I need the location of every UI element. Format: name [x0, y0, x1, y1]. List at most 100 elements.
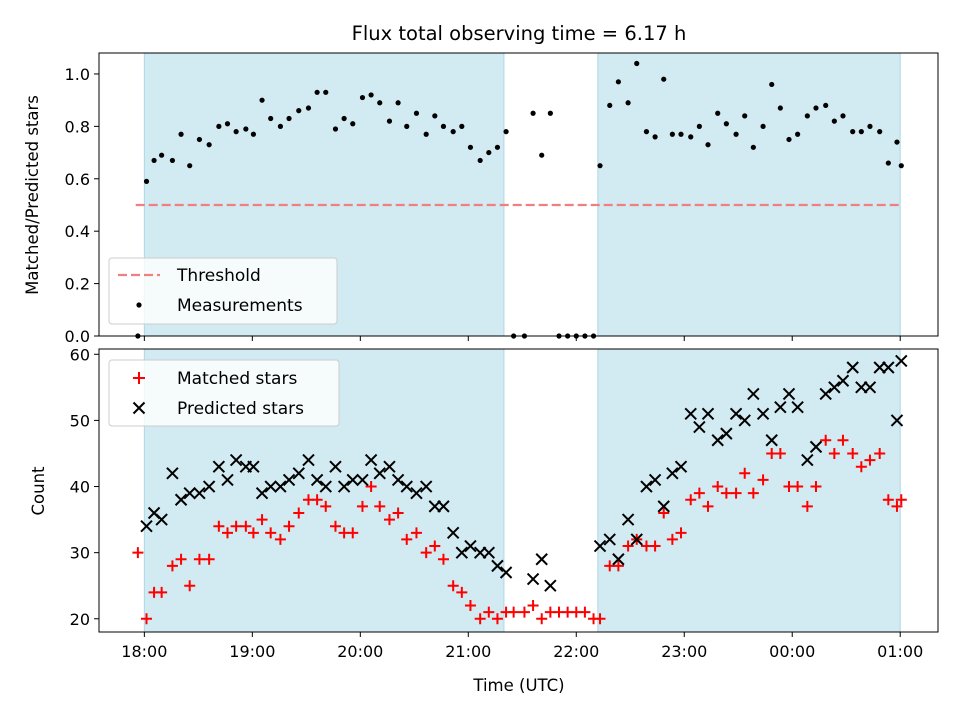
predicted-star-point [319, 480, 332, 493]
measurement-point [413, 110, 420, 116]
bottom-y-tick-label: 20 [70, 610, 90, 629]
predicted-star-point [603, 533, 616, 546]
matched-stars-points [132, 434, 907, 625]
measurement-point [233, 129, 239, 135]
predicted-star-point [174, 493, 188, 506]
matched-star-point [203, 553, 215, 565]
measurement-point [885, 160, 891, 166]
matched-star-point [820, 434, 832, 446]
measurement-point [678, 131, 684, 137]
measurement-point [206, 142, 212, 148]
predicted-star-point [666, 467, 679, 480]
shaded-interval-2 [597, 348, 901, 633]
predicted-star-point [229, 453, 243, 467]
matched-star-point [347, 527, 359, 539]
matched-star-point [274, 533, 286, 545]
measurement-point [539, 152, 545, 158]
measurement-point [332, 126, 339, 132]
matched-star-point [374, 500, 386, 512]
matched-star-point [213, 520, 225, 532]
predicted-star-point [765, 434, 778, 447]
predicted-star-point [202, 480, 216, 493]
measurement-point [277, 123, 284, 129]
matched-star-point [774, 447, 786, 459]
matched-star-point [810, 481, 822, 493]
matched-star-point [720, 487, 732, 499]
matched-star-point [429, 540, 441, 552]
bottom-legend-box [108, 359, 340, 427]
measurement-point [547, 110, 553, 116]
predicted-star-point [526, 572, 540, 586]
top-axes-frame [98, 52, 939, 337]
predicted-star-point [310, 473, 324, 487]
predicted-star-point [212, 460, 226, 473]
chart-title: Flux total observing time = 6.17 h [352, 22, 687, 45]
predicted-star-point [729, 407, 743, 421]
predicted-star-point [193, 486, 206, 500]
matched-star-point [675, 527, 687, 539]
legend-threshold-label: Threshold [176, 266, 261, 286]
measurement-point [750, 144, 756, 150]
matched-star-point [193, 553, 205, 565]
measurement-point [423, 131, 429, 137]
predicted-star-point [337, 480, 351, 493]
matched-star-point [702, 500, 714, 512]
predicted-star-point [373, 467, 386, 480]
matched-star-point [483, 606, 495, 618]
predicted-star-point [155, 513, 168, 526]
measurement-point [669, 131, 675, 137]
matched-star-point [536, 613, 548, 625]
matched-star-point [891, 500, 903, 512]
measurement-point [178, 131, 184, 137]
measurement-point [477, 157, 483, 164]
measurement-point [216, 123, 222, 129]
matched-star-point [828, 447, 840, 459]
matched-star-point [837, 434, 849, 446]
matched-star-point [456, 586, 468, 598]
measurement-point [350, 121, 356, 127]
predicted-star-point [828, 381, 841, 394]
legend-predicted-label: Predicted stars [177, 399, 304, 419]
measurement-point [795, 131, 801, 137]
measurement-point [259, 97, 265, 103]
legend-predicted-swatch [132, 401, 146, 415]
matched-star-point [230, 520, 242, 532]
predicted-star-point [756, 407, 770, 421]
matched-star-point [256, 514, 268, 526]
measurement-point [877, 129, 883, 135]
top-panel: 0.0 0.2 0.4 0.6 0.8 1.0 Matched/Predicted sta… [23, 52, 939, 346]
measurement-point [858, 129, 864, 135]
x-tick-label: 20:00 [337, 642, 383, 661]
shaded-interval-2 [597, 52, 901, 337]
measurement-point [143, 178, 150, 184]
matched-star-point [184, 580, 196, 592]
measurement-point [615, 79, 621, 85]
predicted-star-point [446, 526, 460, 540]
legend-measurements-label: Measurements [177, 296, 303, 316]
predicted-star-point [693, 420, 706, 434]
measurement-point [296, 108, 302, 114]
measurement-point [715, 110, 721, 116]
bottom-x-ticks: 18:00 19:00 20:00 21:00 22:00 23:00 00:00 01:00 [121, 632, 923, 661]
measurement-point [777, 105, 783, 111]
measurement-point [530, 110, 536, 116]
matched-star-point [383, 514, 395, 526]
measurement-point [459, 123, 465, 129]
measurement-point [377, 100, 383, 106]
matched-star-point [874, 447, 886, 459]
x-tick-label: 19:00 [229, 642, 275, 661]
measurement-point [268, 115, 274, 122]
measurement-point [187, 163, 193, 169]
predicted-star-point [640, 480, 653, 493]
measurement-point [386, 118, 393, 124]
measurement-point [723, 121, 729, 127]
matched-star-point [649, 540, 661, 552]
predicted-star-point [255, 486, 269, 500]
measurement-point [607, 102, 613, 109]
measurement-point [305, 105, 312, 111]
predicted-star-point [711, 434, 724, 447]
predicted-star-point [684, 407, 697, 421]
bottom-axes-frame [98, 348, 939, 633]
matched-star-point [730, 487, 742, 499]
measurement-point [323, 89, 329, 95]
